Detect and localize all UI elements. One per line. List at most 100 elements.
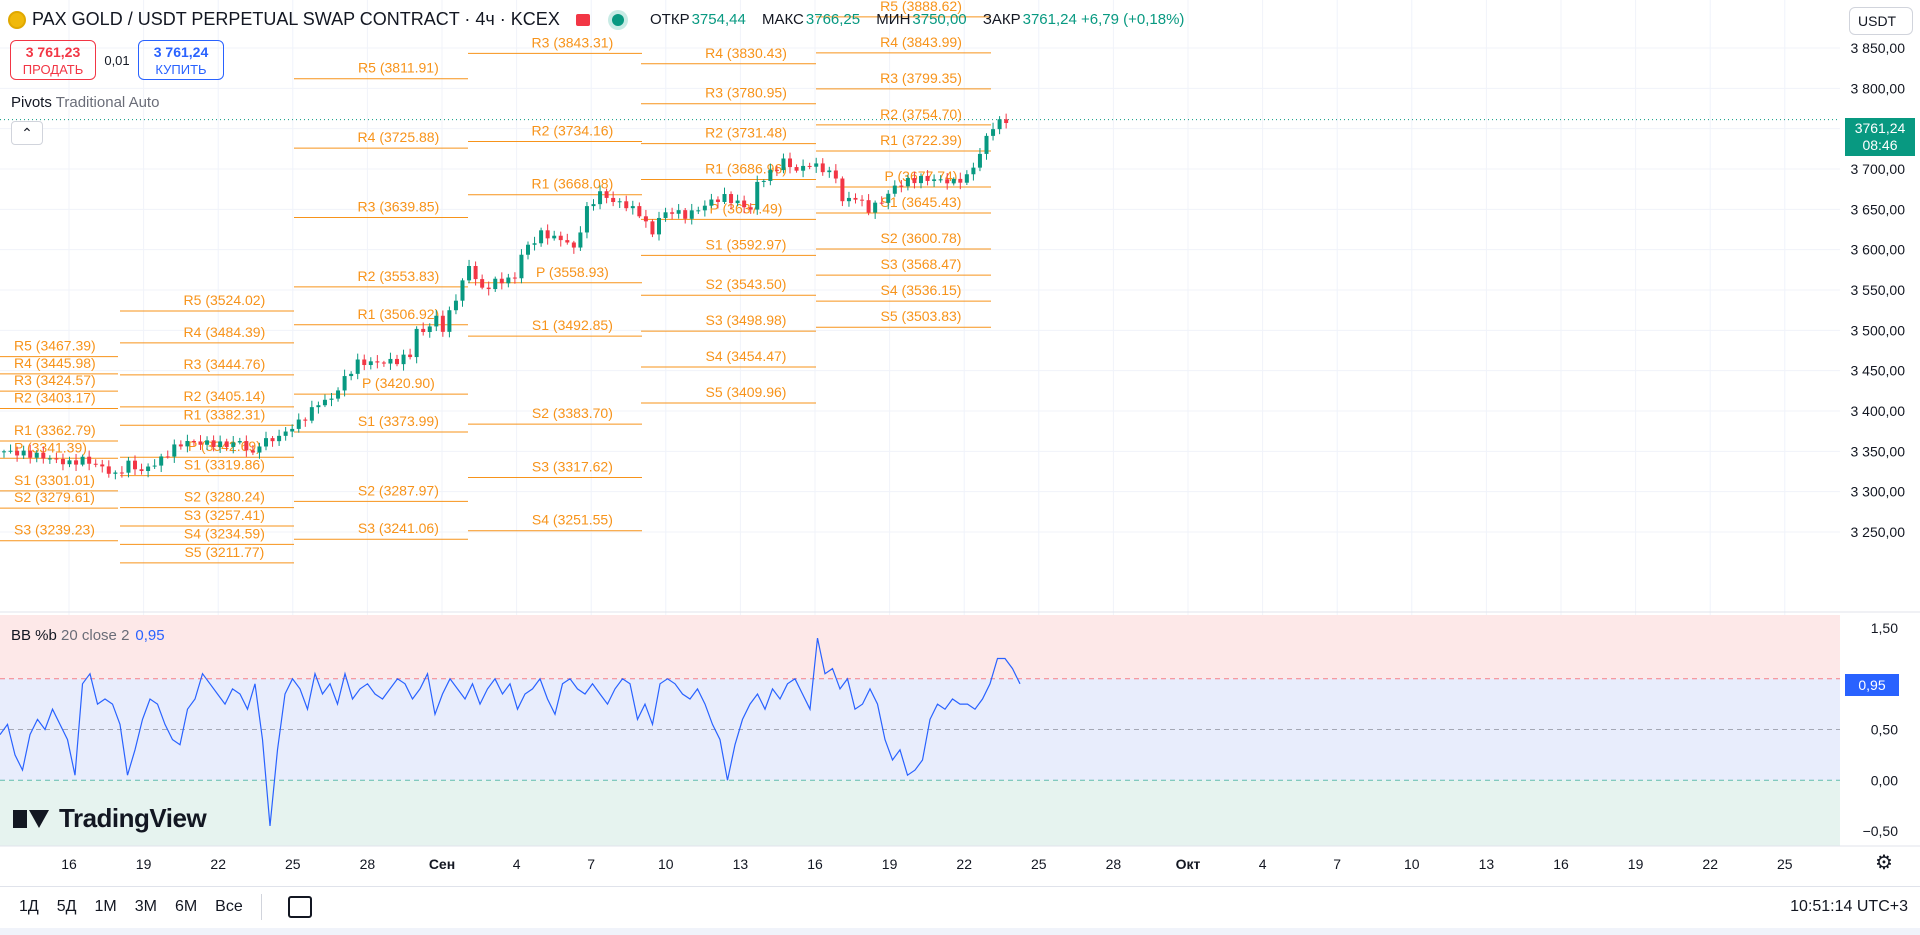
range-1m-button[interactable]: 1М — [94, 898, 117, 915]
pivot-label: R4 (3830.43) — [705, 45, 787, 61]
candle — [801, 165, 806, 171]
candle — [15, 450, 20, 456]
pivot-label: S4 (3234.59) — [184, 525, 265, 541]
candle — [945, 179, 950, 184]
x-tick-label: 28 — [360, 856, 376, 872]
candle — [971, 167, 976, 175]
pivot-label: P (3420.90) — [362, 375, 435, 391]
range-5d-button[interactable]: 5Д — [56, 898, 77, 915]
pax-gold-coin-icon — [8, 10, 26, 29]
candle — [296, 419, 301, 429]
pivot-label: S1 (3592.97) — [706, 236, 787, 252]
pivot-label: R2 (3403.17) — [14, 389, 96, 405]
candle — [617, 201, 622, 203]
tradingview-logo-icon — [13, 808, 51, 830]
candle — [624, 201, 629, 209]
pivot-label: S2 (3543.50) — [706, 276, 787, 292]
pivot-label: R4 (3843.99) — [880, 34, 962, 50]
candle — [237, 441, 242, 443]
candle — [460, 280, 465, 301]
x-tick-label: 13 — [1479, 856, 1495, 872]
candle — [846, 197, 851, 202]
pivot-label: S3 (3239.23) — [14, 522, 95, 538]
collapse-indicators-button[interactable]: ⌃ — [11, 121, 43, 145]
candle — [113, 472, 118, 474]
candle — [473, 266, 478, 280]
candle — [119, 472, 124, 474]
tradingview-logo[interactable]: TradingView — [13, 803, 207, 834]
symbol-legend[interactable]: PAX GOLD / USDT PERPETUAL SWAP CONTRACT … — [8, 9, 624, 30]
candle — [159, 456, 164, 466]
bb-y-tick-label: 0,00 — [1871, 772, 1898, 788]
candle — [303, 419, 308, 421]
x-tick-label: 7 — [1333, 856, 1341, 872]
pivot-label: S1 (3492.85) — [532, 317, 613, 333]
x-tick-label: 13 — [733, 856, 749, 872]
candle — [506, 277, 511, 284]
candle — [493, 278, 498, 290]
pivot-label: R5 (3467.39) — [14, 338, 96, 354]
candle — [74, 460, 79, 465]
candle — [322, 399, 327, 406]
pivots-indicator-label[interactable]: Pivots Traditional Auto — [11, 94, 160, 111]
candle — [309, 407, 314, 421]
range-all-button[interactable]: Все — [215, 898, 243, 915]
clock[interactable]: 10:51:14 UTC+3 — [1790, 898, 1908, 915]
candle — [290, 428, 295, 432]
y-tick-label: 3 800,00 — [1851, 80, 1906, 96]
candle — [480, 279, 485, 288]
pivot-label: S3 (3498.98) — [706, 312, 787, 328]
pivot-label: R2 (3754.70) — [880, 106, 962, 122]
y-tick-label: 3 700,00 — [1851, 161, 1906, 177]
pivot-label: R1 (3668.08) — [532, 176, 614, 192]
candle — [408, 354, 413, 358]
candle — [329, 398, 334, 400]
bottom-scrollbar[interactable] — [0, 928, 1920, 935]
candle — [264, 438, 268, 447]
pivot-label: S4 (3454.47) — [706, 348, 787, 364]
pivot-label: R1 (3362.79) — [14, 422, 96, 438]
buy-button[interactable]: 3 761,24 КУПИТЬ — [138, 40, 224, 80]
candle — [781, 158, 786, 171]
calendar-icon[interactable] — [287, 896, 312, 918]
x-tick-label: 10 — [658, 856, 674, 872]
y-tick-label: 3 300,00 — [1851, 484, 1906, 500]
pivot-label: S2 (3279.61) — [14, 489, 95, 505]
pivot-label: R1 (3506.92) — [358, 306, 440, 322]
x-tick-label: 19 — [136, 856, 152, 872]
flag-icon[interactable] — [575, 13, 590, 26]
candle — [100, 464, 105, 467]
x-tick-label: Окт — [1176, 856, 1201, 872]
candle — [840, 178, 845, 202]
currency-select[interactable]: USDT — [1849, 7, 1913, 35]
range-1d-button[interactable]: 1Д — [19, 898, 39, 915]
candle — [133, 460, 137, 470]
candle — [486, 287, 491, 290]
pivot-label: R1 (3382.31) — [184, 406, 266, 422]
candle — [709, 199, 714, 206]
range-3m-button[interactable]: 3М — [134, 898, 157, 915]
x-tick-label: 4 — [513, 856, 521, 872]
pivot-layer: R5 (3467.39)R4 (3445.98)R3 (3424.57)R2 (… — [0, 0, 991, 564]
gear-icon[interactable]: ⚙ — [1875, 852, 1893, 874]
candle — [447, 310, 452, 332]
sell-button[interactable]: 3 761,23 ПРОДАТЬ — [10, 40, 96, 80]
pivot-label: R3 (3639.85) — [358, 199, 440, 215]
candle — [270, 438, 275, 442]
candle — [591, 204, 596, 207]
bb-indicator-label[interactable]: BB %b 20 close 2 0,95 — [11, 627, 165, 644]
pivot-label: S1 (3319.86) — [184, 457, 265, 473]
candle — [178, 444, 183, 447]
pivot-label: S3 (3568.47) — [881, 256, 962, 272]
y-tick-label: 3 400,00 — [1851, 403, 1906, 419]
candle — [434, 315, 439, 327]
candle — [643, 216, 648, 222]
range-6m-button[interactable]: 6М — [174, 898, 198, 915]
candle — [958, 178, 963, 183]
candle — [47, 458, 52, 460]
bottom-toolbar: 1Д 5Д 1М 3М 6М Все 10:51:14 UTC+3 — [0, 886, 1920, 927]
candle — [539, 230, 544, 244]
candle — [355, 359, 360, 374]
bb-lower-zone — [0, 780, 1840, 846]
